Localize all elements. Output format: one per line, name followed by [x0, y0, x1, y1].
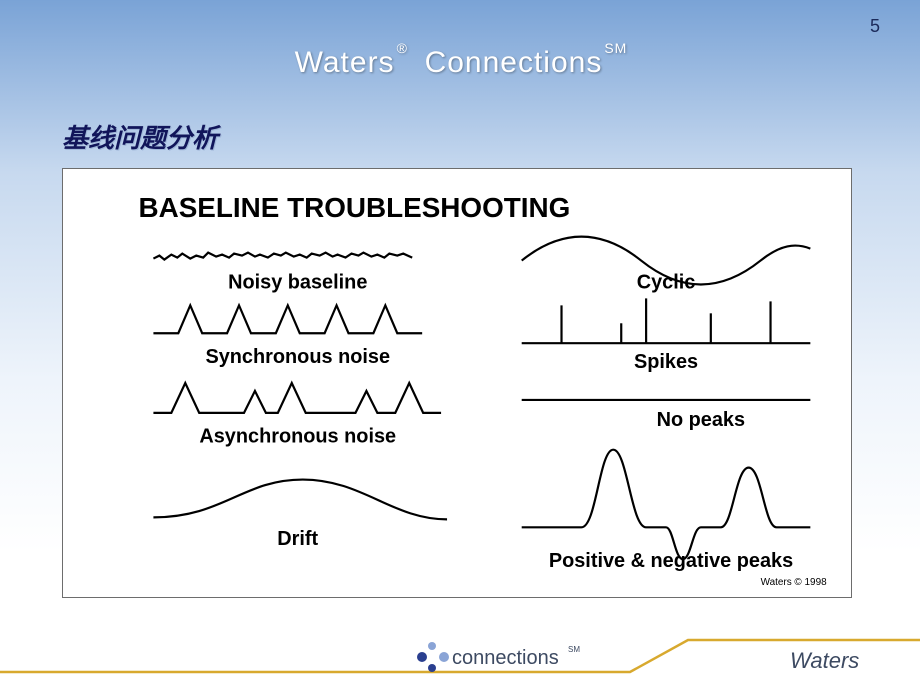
connections-logo: connections SM — [417, 642, 580, 672]
slide-subtitle: 基线问题分析 — [62, 118, 218, 155]
noisy-baseline-group: Noisy baseline — [153, 253, 412, 294]
figure-title: BASELINE TROUBLESHOOTING — [138, 192, 570, 223]
brand-word-1: Waters — [295, 46, 395, 79]
figure-credit: Waters © 1998 — [761, 577, 828, 588]
figure-container: BASELINE TROUBLESHOOTING Noisy baseline … — [62, 168, 852, 598]
footer-graphic: connections SM Waters — [0, 632, 920, 690]
brand-title: Waters® ConnectionsSM — [0, 46, 920, 80]
baseline-diagram: BASELINE TROUBLESHOOTING Noisy baseline … — [63, 169, 851, 597]
drift-group: Drift — [153, 480, 447, 551]
sync-label: Synchronous noise — [205, 346, 390, 368]
page-number: 5 — [870, 16, 880, 37]
sm-mark: SM — [604, 40, 627, 56]
drift-label: Drift — [277, 528, 318, 550]
nopeaks-label: No peaks — [657, 409, 745, 431]
registered-icon: ® — [397, 40, 408, 56]
spikes-label: Spikes — [634, 351, 698, 373]
posneg-peaks-group: Positive & negative peaks — [522, 450, 811, 572]
noisy-label: Noisy baseline — [228, 271, 367, 293]
cyclic-label: Cyclic — [637, 271, 696, 293]
connections-logo-text: connections — [452, 647, 559, 669]
footer: connections SM Waters — [0, 632, 920, 690]
slide: 5 Waters® ConnectionsSM 基线问题分析 BASELINE … — [0, 0, 920, 690]
synchronous-noise-group: Synchronous noise — [153, 305, 422, 368]
waters-footer-text: Waters — [790, 648, 859, 673]
spikes-group: Spikes — [522, 298, 811, 373]
no-peaks-group: No peaks — [522, 400, 811, 431]
async-label: Asynchronous noise — [199, 426, 396, 448]
connections-sm: SM — [568, 645, 580, 654]
asynchronous-noise-group: Asynchronous noise — [153, 383, 441, 448]
posneg-label: Positive & negative peaks — [549, 550, 793, 572]
cyclic-group: Cyclic — [522, 237, 811, 294]
brand-word-2: Connections — [425, 46, 603, 79]
